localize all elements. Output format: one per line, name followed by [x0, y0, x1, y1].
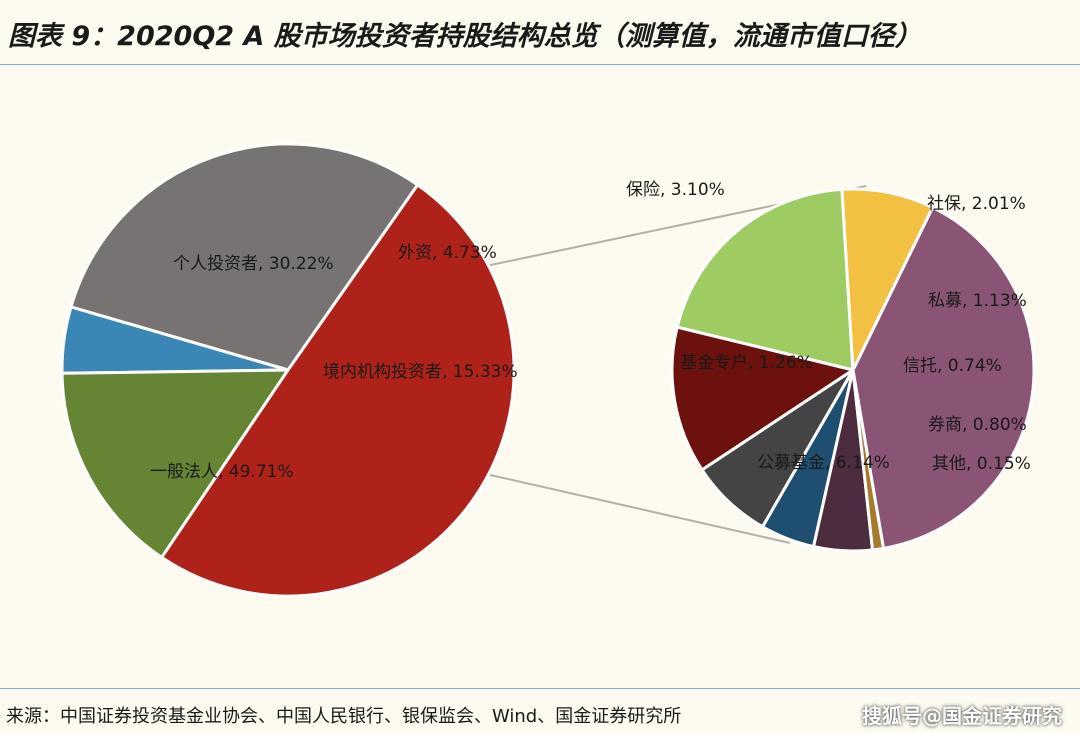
right-pie-label-4: 券商, 0.80% [928, 415, 1027, 435]
footer-rule [0, 688, 1080, 689]
right-pie-label-6: 公募基金, 6.14% [757, 453, 890, 473]
right-pie-label-1: 社保, 2.01% [927, 194, 1026, 214]
left-pie-slice-2 [60, 368, 290, 559]
chart-title: 图表 9：2020Q2 A 股市场投资者持股结构总览（测算值，流通市值口径） [8, 21, 922, 52]
connector-line-bottom [485, 473, 791, 544]
source-note: 来源：中国证券投资基金业协会、中国人民银行、银保监会、Wind、国金证券研究所 [6, 706, 682, 727]
left-pie-labels: 个人投资者, 30.22% 外资, 4.73% 境内机构投资者, 15.33% 一般法… [150, 243, 518, 482]
right-pie-slice-0 [675, 187, 855, 372]
left-pie-label-0: 个人投资者, 30.22% [173, 254, 334, 274]
left-pie-label-3: 一般法人, 49.71% [150, 462, 294, 482]
right-pie-label-0: 保险, 3.10% [626, 180, 725, 200]
left-pie-label-2: 境内机构投资者, 15.33% [323, 362, 518, 382]
left-pie-slice-0 [69, 142, 420, 372]
right-pie-label-7: 基金专户, 1.26% [680, 353, 813, 373]
right-pie-slice-7 [840, 187, 935, 372]
right-pie-label-3: 信托, 0.74% [903, 356, 1002, 376]
right-pie-labels: 保险, 3.10% 社保, 2.01% 私募, 1.13% 信托, 0.74% 券商, … [626, 180, 1031, 474]
right-pie-label-5: 其他, 0.15% [932, 454, 1031, 474]
pie-chart-figure: 个人投资者, 30.22% 外资, 4.73% 境内机构投资者, 15.33% 一般法… [60, 142, 1036, 598]
right-pie-slice-6 [851, 205, 1036, 550]
right-pie-slice-1 [670, 325, 855, 472]
title-rule [0, 64, 1080, 65]
watermark: 搜狐号@国金证券研究 [862, 704, 1062, 728]
right-pie-label-2: 私募, 1.13% [928, 291, 1027, 311]
left-pie-label-1: 外资, 4.73% [398, 243, 497, 263]
right-pie [670, 187, 1036, 553]
left-pie-slice-3 [160, 183, 516, 598]
left-pie [60, 142, 516, 598]
